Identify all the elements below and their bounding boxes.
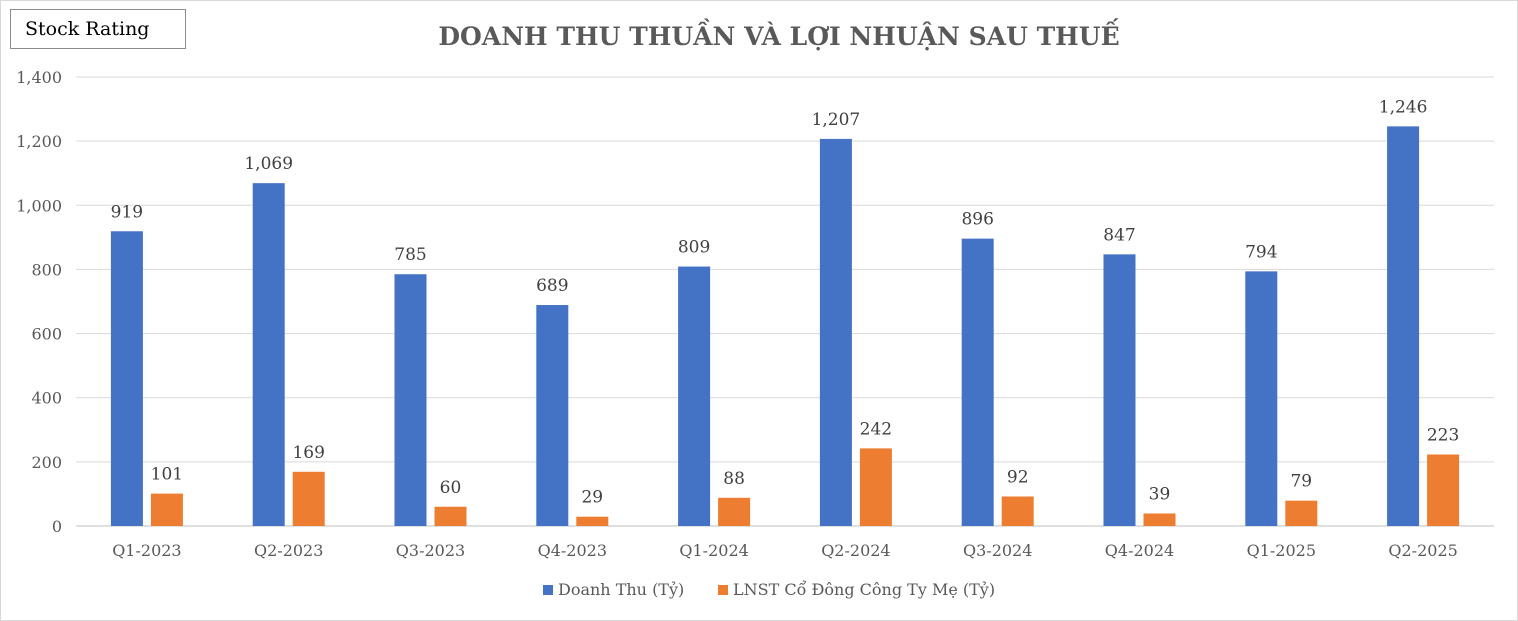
bar-lnst [718,497,751,526]
legend-swatch [718,585,728,595]
data-label: 1,207 [812,110,861,130]
x-tick-label: Q2-2025 [1388,541,1457,560]
legend-swatch [543,585,553,595]
y-tick-label: 1,400 [16,68,62,87]
data-label: 79 [1290,472,1312,492]
bar-doanh-thu [678,266,711,526]
y-tick-label: 200 [31,453,62,472]
legend-label: Doanh Thu (Tỷ) [558,580,684,599]
x-tick-label: Q4-2024 [1105,541,1174,560]
bar-lnst [1285,500,1318,526]
y-tick-label: 800 [31,260,62,279]
x-tick-label: Q1-2025 [1247,541,1316,560]
x-tick-label: Q1-2023 [112,541,181,560]
data-label: 88 [723,469,745,489]
data-label: 919 [111,202,143,222]
y-tick-label: 1,000 [16,196,62,215]
bar-lnst [576,516,609,526]
gridlines [76,76,1494,527]
bar-doanh-thu [961,238,994,526]
bar-doanh-thu [110,231,143,527]
legend-label: LNST Cổ Đông Công Ty Mẹ (Tỷ) [733,580,995,599]
x-tick-label: Q2-2023 [254,541,323,560]
bar-lnst [150,493,183,526]
x-axis: Q1-2023 Q2-2023 Q3-2023 Q4-2023 Q1-2024 Q2-20… [112,541,1458,560]
bar-lnst [1143,513,1176,526]
x-tick-label: Q1-2024 [679,541,748,560]
data-label: 39 [1149,484,1171,504]
data-label: 1,069 [244,154,293,174]
legend: Doanh Thu (Tỷ) LNST Cổ Đông Công Ty Mẹ (T… [543,580,995,599]
x-tick-label: Q3-2024 [963,541,1032,560]
data-label: 785 [394,245,426,265]
y-tick-label: 400 [31,389,62,408]
bar-lnst [292,471,325,526]
data-label: 242 [860,419,892,439]
x-tick-label: Q2-2024 [821,541,890,560]
bar-doanh-thu [1245,271,1278,526]
data-label: 689 [536,276,568,296]
data-label: 101 [151,465,183,485]
bars: 919 101 1,069 169 785 60 689 29 809 88 1,207 242 896… [110,97,1460,527]
stock-rating-label: Stock Rating [25,18,150,40]
y-axis: 0 200 400 600 800 1,000 1,200 1,400 [16,68,62,536]
data-label: 896 [961,210,993,230]
data-label: 92 [1007,467,1029,487]
bar-doanh-thu [1103,254,1136,527]
bar-lnst [434,506,467,526]
x-tick-label: Q3-2023 [396,541,465,560]
data-label: 847 [1103,225,1135,245]
bar-lnst [1427,454,1460,526]
data-label: 60 [440,478,462,498]
bar-doanh-thu [1387,126,1420,526]
data-label: 169 [292,443,324,463]
bar-doanh-thu [536,305,569,526]
bar-lnst [1001,496,1034,526]
bar-doanh-thu [394,274,427,526]
stock-rating-badge: Stock Rating [10,9,186,49]
y-tick-label: 0 [52,517,62,536]
data-label: 29 [581,488,603,508]
data-label: 1,246 [1379,97,1428,117]
x-tick-label: Q4-2023 [538,541,607,560]
data-label: 794 [1245,242,1277,262]
y-tick-label: 600 [31,325,62,344]
data-label: 809 [678,238,710,258]
data-label: 223 [1427,425,1459,445]
bar-doanh-thu [252,183,285,526]
bar-doanh-thu [819,138,852,526]
chart-title: DOANH THU THUẦN VÀ LỢI NHUẬN SAU THUẾ [438,19,1119,51]
y-tick-label: 1,200 [16,132,62,151]
bar-lnst [859,448,892,526]
